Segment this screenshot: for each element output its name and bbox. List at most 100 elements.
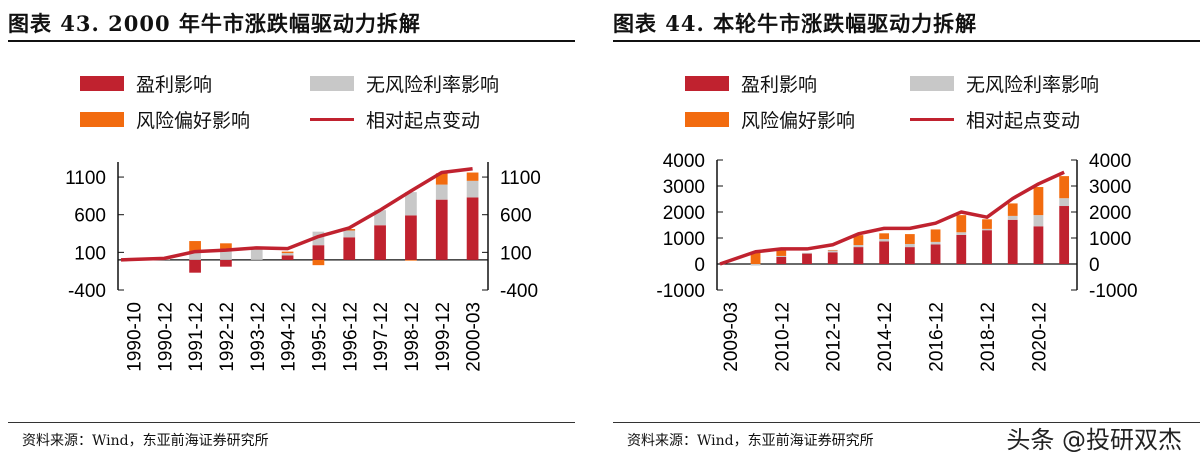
bar-riskpref xyxy=(343,229,356,231)
bar-riskfree xyxy=(374,210,386,226)
bar-profit xyxy=(312,245,325,260)
bar-riskfree xyxy=(312,231,325,246)
watermark: 头条 @投研双杰 xyxy=(1006,426,1182,454)
y-tick-label-right: 2000 xyxy=(1089,203,1131,224)
chart-plot: -400 -400 100 100 600 600 1100 1100 1990-10 1990-… xyxy=(65,162,541,372)
bar-profit xyxy=(405,215,417,260)
bar-riskpref xyxy=(1059,176,1070,199)
y-tick-label-left: 3000 xyxy=(663,177,705,198)
bar-riskpref xyxy=(466,172,479,181)
y-tick-label-right: -400 xyxy=(500,281,538,302)
y-tick-label-right: 3000 xyxy=(1089,177,1131,198)
source-note: 资料来源：Wind，东亚前海证券研究所 xyxy=(22,433,269,449)
bar-riskpref xyxy=(220,243,232,251)
bar-riskfree xyxy=(250,248,263,260)
bar-riskfree xyxy=(466,180,479,198)
legend-label: 盈利影响 xyxy=(741,74,818,96)
bar-profit xyxy=(189,259,201,273)
bar-riskfree xyxy=(930,241,941,245)
bar-riskpref xyxy=(189,241,201,252)
bar-profit xyxy=(1033,226,1044,264)
bar-profit xyxy=(904,247,915,264)
bar-profit xyxy=(802,253,812,264)
x-tick-label: 1993-12 xyxy=(248,302,269,372)
y-tick-label-left: 1000 xyxy=(663,229,705,250)
footer-divider xyxy=(8,422,575,423)
title-divider xyxy=(8,40,575,42)
bar-riskfree xyxy=(982,228,992,231)
chart-title: 图表 44. 本轮牛市涨跌幅驱动力拆解 xyxy=(613,11,978,36)
y-tick-label-left: 600 xyxy=(74,206,106,227)
legend-item-riskfree: 无风险利率影响 xyxy=(310,70,499,97)
x-tick-label: 2020-12 xyxy=(1029,302,1050,372)
legend-swatch xyxy=(685,76,729,91)
title-divider xyxy=(613,40,1200,42)
bar-riskpref xyxy=(853,235,864,246)
bar-profit xyxy=(220,259,232,267)
bar-profit xyxy=(1007,219,1018,264)
y-tick-label-right: -1000 xyxy=(1089,281,1138,302)
y-tick-label-left: 2000 xyxy=(663,203,705,224)
bar-riskpref xyxy=(776,249,787,256)
y-tick-label-right: 4000 xyxy=(1089,151,1131,172)
bar-profit xyxy=(776,256,787,264)
bar-riskfree xyxy=(1059,198,1070,207)
legend-item-line: 相对起点变动 xyxy=(910,106,1080,133)
bar-riskfree xyxy=(827,250,838,253)
bar-riskfree xyxy=(1033,215,1044,227)
bar-riskfree xyxy=(405,192,417,216)
legend-label: 盈利影响 xyxy=(136,74,213,96)
x-tick-label: 1992-12 xyxy=(217,302,238,372)
y-tick-label-left: 4000 xyxy=(663,151,705,172)
bar-riskpref xyxy=(827,249,838,251)
bar-profit xyxy=(930,244,941,264)
bar-riskfree xyxy=(220,250,232,260)
legend-label: 相对起点变动 xyxy=(366,110,481,132)
bar-riskpref xyxy=(281,251,294,254)
bar-profit xyxy=(374,225,386,260)
chart-title: 图表 43. 2000 年牛市涨跌幅驱动力拆解 xyxy=(8,11,421,36)
legend-item-line: 相对起点变动 xyxy=(310,106,480,133)
legend-label: 相对起点变动 xyxy=(966,110,1081,132)
bar-riskfree xyxy=(956,232,967,235)
bar-profit xyxy=(281,255,294,260)
legend-swatch xyxy=(910,118,954,121)
bar-riskfree xyxy=(1007,215,1018,220)
bar-profit xyxy=(982,230,992,264)
x-tick-label: 1995-12 xyxy=(309,302,330,372)
x-tick-label: 2009-03 xyxy=(721,302,742,372)
legend-swatch xyxy=(685,112,729,127)
bar-riskfree xyxy=(435,184,448,200)
x-tick-label: 1990-12 xyxy=(155,302,176,372)
bar-profit xyxy=(879,241,890,264)
bar-riskpref xyxy=(750,251,761,264)
legend-swatch xyxy=(910,76,954,91)
bar-profit xyxy=(466,197,479,260)
x-tick-label: 2010-12 xyxy=(772,302,793,372)
legend-label: 无风险利率影响 xyxy=(966,74,1100,96)
legend-swatch xyxy=(80,76,124,91)
bar-riskfree xyxy=(189,251,201,260)
legend-swatch xyxy=(310,76,354,91)
x-tick-label: 2018-12 xyxy=(978,302,999,372)
line-relative-change xyxy=(120,167,473,262)
legend: 盈利影响 无风险利率影响 风险偏好影响 相对起点变动 xyxy=(80,70,540,140)
footer-divider xyxy=(613,422,1200,423)
chart-plot: -1000 -1000 0 0 1000 1000 2000 2000 3000 3000 4000… xyxy=(656,151,1138,372)
x-tick-label: 2012-12 xyxy=(824,302,845,372)
bar-profit xyxy=(343,237,356,260)
bar-riskpref xyxy=(1033,187,1044,216)
chart-panel-44: 图表 44. 本轮牛市涨跌幅驱动力拆解 盈利影响 无风险利率影响 风险偏好影响 … xyxy=(605,0,1200,464)
bar-riskpref xyxy=(435,173,448,185)
y-tick-label-right: 600 xyxy=(500,206,532,227)
y-tick-label-right: 100 xyxy=(500,243,532,264)
bar-riskpref xyxy=(1007,203,1018,216)
bar-riskpref xyxy=(930,229,941,242)
bar-riskpref xyxy=(982,219,992,229)
legend: 盈利影响 无风险利率影响 风险偏好影响 相对起点变动 xyxy=(685,70,1145,140)
line-relative-change xyxy=(719,170,1065,266)
legend-item-riskfree: 无风险利率影响 xyxy=(910,70,1099,97)
y-tick-label-left: -1000 xyxy=(656,281,705,302)
legend-label: 风险偏好影响 xyxy=(741,110,856,132)
y-tick-label-left: 0 xyxy=(694,255,705,276)
